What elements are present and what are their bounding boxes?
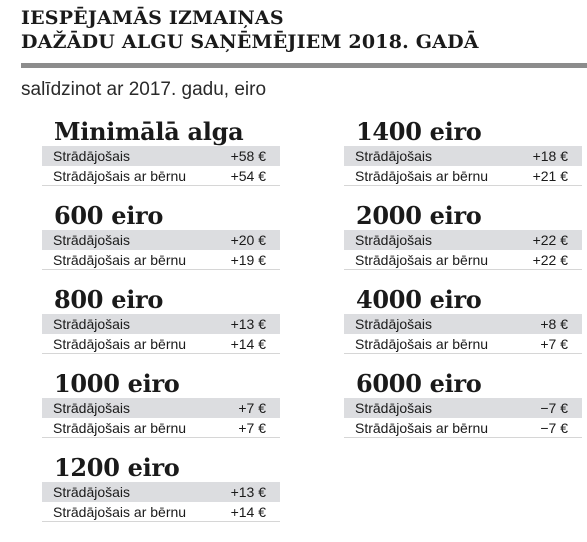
row-value: +18 € <box>532 148 568 164</box>
block-heading: 800 eiro <box>54 285 164 314</box>
salary-block-6000: 6000 eiro Strādājošais −7 € Strādājošais… <box>344 370 582 438</box>
table-row: Strādājošais +18 € <box>344 146 582 166</box>
table-row: Strādājošais ar bērnu +14 € <box>42 334 280 354</box>
row-value: +19 € <box>230 251 266 268</box>
table-row: Strādājošais ar bērnu +14 € <box>42 502 280 522</box>
table-row: Strādājošais ar bērnu +54 € <box>42 166 280 186</box>
salary-block-600: 600 eiro Strādājošais +20 € Strādājošais… <box>42 202 280 270</box>
block-heading: 1000 eiro <box>54 369 180 398</box>
row-label: Strādājošais <box>53 148 131 164</box>
row-label: Strādājošais ar bērnu <box>53 503 187 520</box>
table-row: Strādājošais −7 € <box>344 398 582 418</box>
row-value: +14 € <box>230 335 266 352</box>
row-value: +7 € <box>238 400 266 416</box>
row-value: +58 € <box>230 148 266 164</box>
title-line-1: IESPĒJAMĀS IZMAIŅAS <box>21 7 284 29</box>
row-label: Strādājošais ar bērnu <box>355 167 489 184</box>
table-row: Strādājošais ar bērnu +22 € <box>344 250 582 270</box>
block-heading: 600 eiro <box>54 201 164 230</box>
row-value: +7 € <box>238 419 266 436</box>
table-row: Strādājošais ar bērnu +7 € <box>42 418 280 438</box>
table-row: Strādājošais +7 € <box>42 398 280 418</box>
salary-block-1400: 1400 eiro Strādājošais +18 € Strādājošai… <box>344 118 582 186</box>
row-value: +13 € <box>230 316 266 332</box>
salary-block-1200: 1200 eiro Strādājošais +13 € Strādājošai… <box>42 454 280 522</box>
row-value: +22 € <box>532 251 568 268</box>
row-value: +8 € <box>540 316 568 332</box>
title-line-2: DAŽĀDU ALGU SAŅĒMĒJIEM 2018. GADĀ <box>21 31 479 53</box>
row-value: +14 € <box>230 503 266 520</box>
row-label: Strādājošais <box>53 484 131 500</box>
block-heading: 2000 eiro <box>356 201 482 230</box>
salary-block-800: 800 eiro Strādājošais +13 € Strādājošais… <box>42 286 280 354</box>
salary-block-4000: 4000 eiro Strādājošais +8 € Strādājošais… <box>344 286 582 354</box>
salary-block-minimum: Minimālā alga Strādājošais +58 € Strādāj… <box>42 118 280 186</box>
table-row: Strādājošais +20 € <box>42 230 280 250</box>
row-label: Strādājošais <box>53 316 131 332</box>
row-label: Strādājošais ar bērnu <box>355 419 489 436</box>
row-value: −7 € <box>540 419 568 436</box>
row-label: Strādājošais ar bērnu <box>355 335 489 352</box>
table-row: Strādājošais +13 € <box>42 314 280 334</box>
row-label: Strādājošais <box>53 400 131 416</box>
block-heading: Minimālā alga <box>54 117 244 146</box>
table-row: Strādājošais ar bērnu +7 € <box>344 334 582 354</box>
block-heading: 1200 eiro <box>54 453 180 482</box>
table-row: Strādājošais ar bērnu +21 € <box>344 166 582 186</box>
salary-block-1000: 1000 eiro Strādājošais +7 € Strādājošais… <box>42 370 280 438</box>
row-label: Strādājošais <box>53 232 131 248</box>
row-value: +21 € <box>532 167 568 184</box>
table-row: Strādājošais +22 € <box>344 230 582 250</box>
table-row: Strādājošais ar bērnu −7 € <box>344 418 582 438</box>
row-value: +13 € <box>230 484 266 500</box>
row-value: +20 € <box>230 232 266 248</box>
block-heading: 4000 eiro <box>356 285 482 314</box>
block-heading: 1400 eiro <box>356 117 482 146</box>
row-label: Strādājošais <box>355 316 433 332</box>
row-value: +54 € <box>230 167 266 184</box>
row-label: Strādājošais ar bērnu <box>53 251 187 268</box>
table-row: Strādājošais +13 € <box>42 482 280 502</box>
row-label: Strādājošais ar bērnu <box>355 251 489 268</box>
title-divider <box>21 63 587 68</box>
table-row: Strādājošais +8 € <box>344 314 582 334</box>
row-value: −7 € <box>540 400 568 416</box>
row-label: Strādājošais ar bērnu <box>53 419 187 436</box>
subtitle: salīdzinot ar 2017. gadu, eiro <box>21 79 267 100</box>
row-label: Strādājošais ar bērnu <box>53 167 187 184</box>
row-label: Strādājošais ar bērnu <box>53 335 187 352</box>
table-row: Strādājošais +58 € <box>42 146 280 166</box>
row-label: Strādājošais <box>355 232 433 248</box>
block-heading: 6000 eiro <box>356 369 482 398</box>
page-title: IESPĒJAMĀS IZMAIŅAS DAŽĀDU ALGU SAŅĒMĒJI… <box>21 6 581 54</box>
row-value: +22 € <box>532 232 568 248</box>
table-row: Strādājošais ar bērnu +19 € <box>42 250 280 270</box>
row-label: Strādājošais <box>355 148 433 164</box>
salary-block-2000: 2000 eiro Strādājošais +22 € Strādājošai… <box>344 202 582 270</box>
row-label: Strādājošais <box>355 400 433 416</box>
row-value: +7 € <box>540 335 568 352</box>
